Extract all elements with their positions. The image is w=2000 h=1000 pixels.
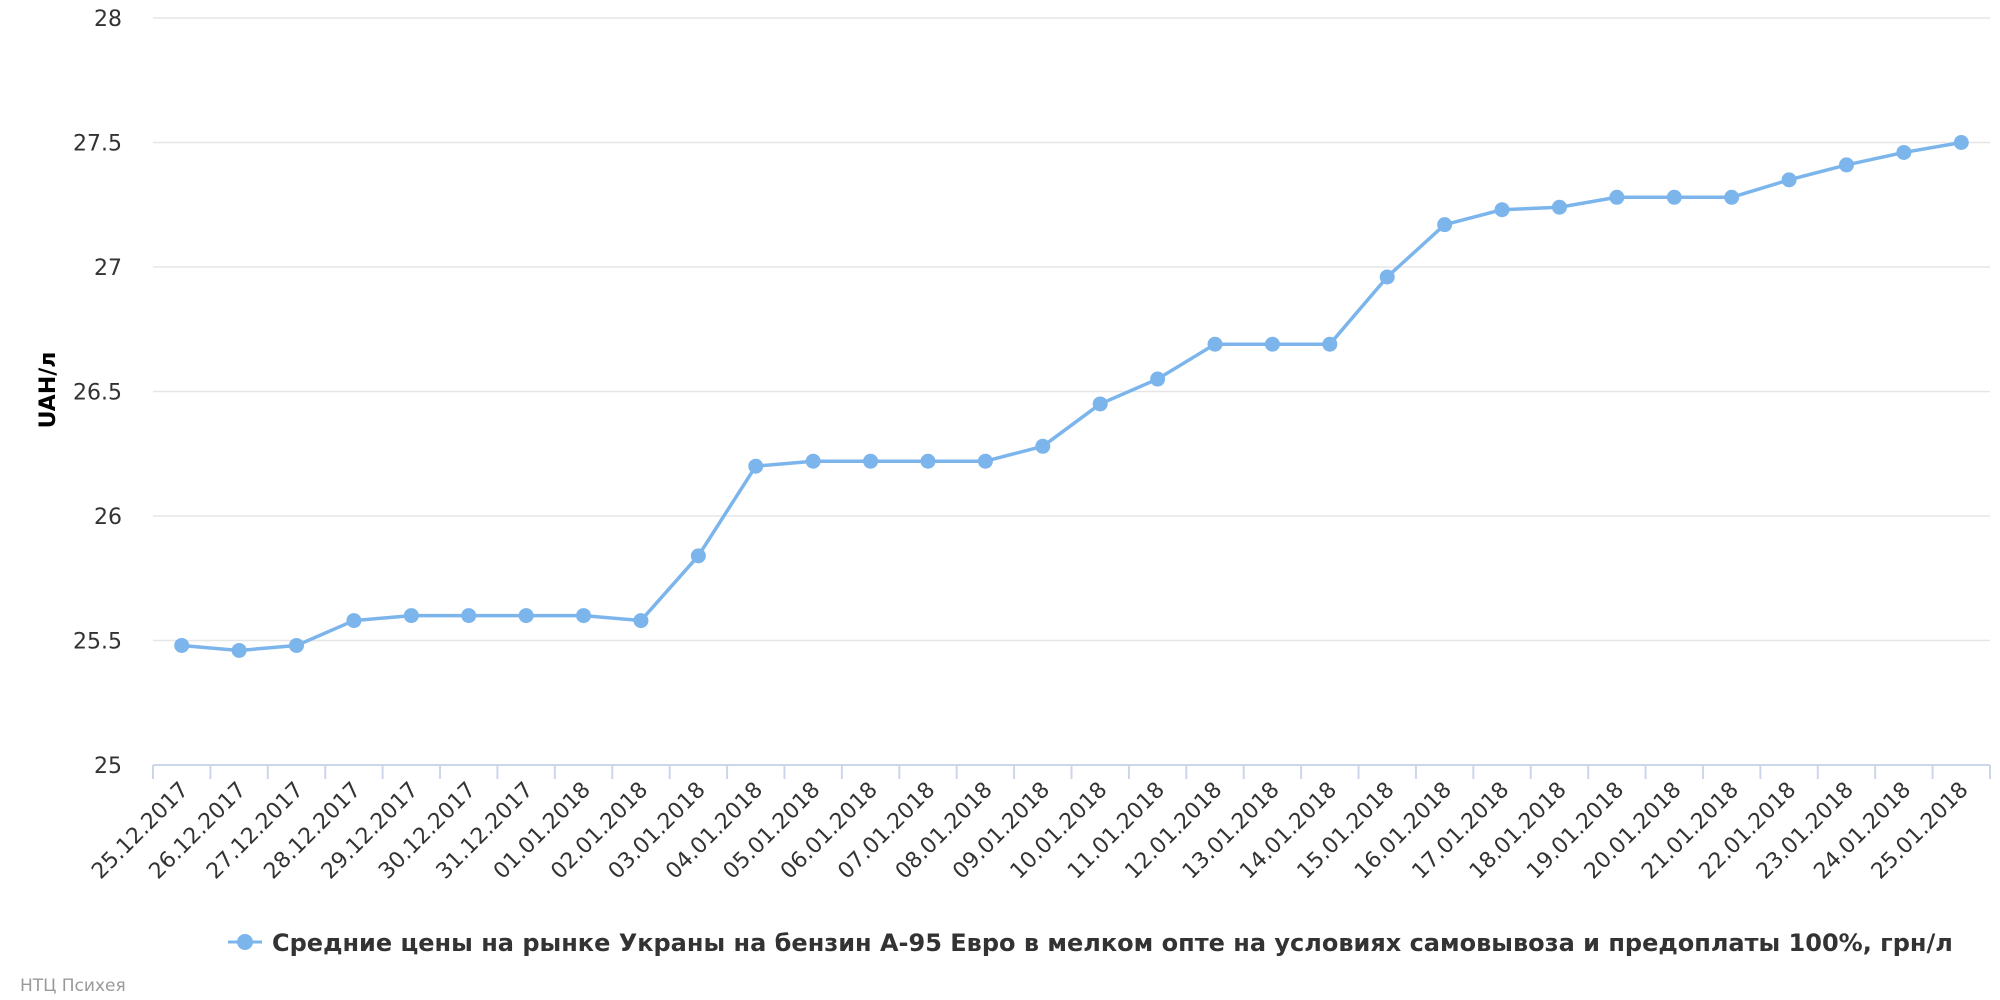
data-point[interactable] <box>289 637 305 653</box>
y-tick-label: 25.5 <box>73 630 122 655</box>
data-point[interactable] <box>346 613 362 629</box>
grid-lines <box>153 17 1990 642</box>
data-point[interactable] <box>920 453 936 469</box>
data-point[interactable] <box>231 642 247 658</box>
y-tick-label: 26 <box>94 505 122 530</box>
y-axis-tick-labels: 25 25.5 26 26.5 27 27.5 28 <box>73 7 122 779</box>
data-point[interactable] <box>1092 396 1108 412</box>
y-tick-label: 27.5 <box>73 132 122 157</box>
data-point[interactable] <box>1035 438 1051 454</box>
data-point[interactable] <box>576 608 592 624</box>
legend-marker-swatch <box>237 934 253 950</box>
series-line-group <box>174 135 1969 658</box>
data-point[interactable] <box>1551 199 1567 215</box>
data-point[interactable] <box>1207 336 1223 352</box>
data-point[interactable] <box>1609 189 1625 205</box>
data-point[interactable] <box>1494 202 1510 218</box>
data-point[interactable] <box>1264 336 1280 352</box>
data-point[interactable] <box>1437 217 1453 233</box>
data-point[interactable] <box>1150 371 1166 387</box>
y-tick-label: 25 <box>94 754 122 779</box>
data-point[interactable] <box>1724 189 1740 205</box>
legend[interactable]: Средние цены на рынке Украны на бензин А… <box>228 929 1953 957</box>
data-point[interactable] <box>518 608 534 624</box>
series-line <box>179 140 1964 653</box>
data-point[interactable] <box>1379 269 1395 285</box>
y-axis-title: UAH/л <box>36 352 61 429</box>
data-point[interactable] <box>633 613 649 629</box>
data-point[interactable] <box>805 453 821 469</box>
data-point[interactable] <box>1838 157 1854 173</box>
y-tick-label: 26.5 <box>73 381 122 406</box>
legend-entry-label: Средние цены на рынке Украны на бензин А… <box>272 929 1953 957</box>
data-point[interactable] <box>461 608 477 624</box>
data-point[interactable] <box>1781 172 1797 188</box>
data-point[interactable] <box>1322 336 1338 352</box>
data-point[interactable] <box>1896 144 1912 160</box>
y-tick-label: 28 <box>94 7 122 32</box>
data-point[interactable] <box>1953 135 1969 150</box>
data-point[interactable] <box>1666 189 1682 205</box>
data-point[interactable] <box>403 608 419 624</box>
data-point[interactable] <box>174 637 190 653</box>
x-axis <box>152 764 1991 779</box>
data-point[interactable] <box>690 548 706 564</box>
data-point[interactable] <box>977 453 993 469</box>
data-point[interactable] <box>863 453 879 469</box>
y-tick-label: 27 <box>94 256 122 281</box>
chart-credit: НТЦ Психея <box>20 976 126 996</box>
x-axis-tick-labels: 25.12.201726.12.201727.12.201728.12.2017… <box>87 778 1973 885</box>
data-point[interactable] <box>748 458 764 474</box>
